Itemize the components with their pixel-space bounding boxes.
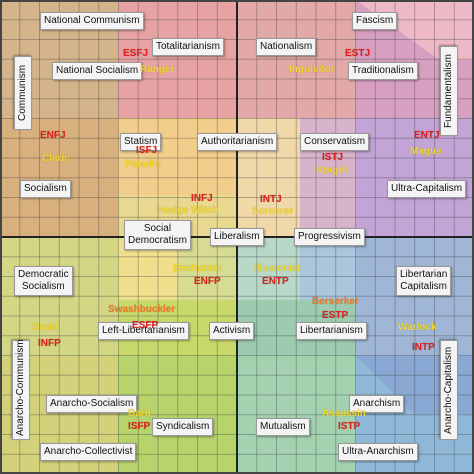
personality-type-tag: ISTJ	[322, 152, 344, 163]
personality-type-tag: ISFJ	[136, 145, 158, 156]
ideology-label: Ultra-Anarchism	[338, 443, 418, 461]
personality-type-tag: ESTP	[322, 310, 349, 321]
ideology-label: Communism	[14, 56, 32, 130]
ideology-label: Syndicalism	[152, 418, 214, 436]
personality-type-tag: ESFJ	[123, 48, 149, 59]
personality-type-tag: Druid	[32, 322, 59, 333]
ideology-label: National Socialism	[52, 62, 143, 80]
personality-type-tag: Swashbuckler	[108, 304, 176, 315]
region-12	[118, 237, 178, 300]
ideology-label: Fascism	[352, 12, 398, 30]
ideology-label: Libertarianism	[296, 322, 367, 340]
ideology-label: Progressivism	[294, 228, 365, 246]
region-21	[237, 356, 356, 474]
personality-type-tag: ENTP	[262, 276, 289, 287]
ideology-label: National Communism	[40, 12, 144, 30]
ideology-label: Anarcho-Communism	[12, 339, 30, 440]
personality-type-tag: Assassin	[322, 408, 366, 419]
ideology-label: Left-Libertarianism	[98, 322, 189, 340]
ideology-label: Democratic Socialism	[14, 266, 73, 296]
personality-type-tag: Cleric	[42, 153, 70, 164]
personality-type-tag: Paladin	[125, 159, 161, 170]
ideology-label: Authoritarianism	[197, 133, 278, 151]
personality-type-tag: ISTP	[338, 421, 361, 432]
ideology-label: Statism	[120, 133, 162, 151]
region-16	[300, 237, 356, 300]
region-5	[0, 118, 118, 237]
personality-type-tag: ENTJ	[414, 130, 440, 141]
personality-type-tag: Illusionist	[254, 263, 301, 274]
ideology-label: Anarchism	[349, 395, 405, 413]
personality-type-tag: Bard	[128, 408, 151, 419]
ideology-label: Totalitarianism	[152, 38, 224, 56]
ideology-label: Libertarian Capitalism	[396, 266, 452, 296]
personality-type-tag: Inquisitor	[289, 64, 335, 75]
ideology-label: Anarcho-Collectivist	[40, 443, 137, 461]
ideology-label: Activism	[209, 322, 255, 340]
ideology-label: Ultra-Capitalism	[387, 180, 467, 198]
personality-type-tag: Ranger	[140, 64, 175, 75]
personality-type-tag: Magus	[410, 146, 442, 157]
ideology-label: Social Democratism	[124, 220, 191, 250]
region-20	[118, 356, 237, 474]
region-2	[237, 0, 356, 118]
region-1	[118, 0, 237, 118]
region-13	[178, 237, 237, 300]
personality-type-tag: Sorcerer	[252, 206, 294, 217]
personality-type-tag: INFJ	[191, 193, 213, 204]
ideology-label: Traditionalism	[348, 62, 418, 80]
ideology-label: Nationalism	[256, 38, 317, 56]
ideology-label: Conservatism	[300, 133, 370, 151]
ideology-label: Socialism	[20, 180, 71, 198]
personality-type-tag: INTP	[412, 342, 435, 353]
personality-type-tag: ENFP	[194, 276, 221, 287]
personality-type-tag: Hedge Witch	[158, 205, 219, 216]
personality-type-tag: ESTJ	[345, 48, 371, 59]
personality-type-tag: ESFP	[132, 320, 159, 331]
ideology-label: Anarcho-Capitalism	[440, 340, 458, 440]
personality-type-tag: INFP	[38, 338, 61, 349]
region-10	[356, 118, 474, 237]
personality-type-tag: Berserker	[312, 296, 359, 307]
ideology-label: Mutualism	[256, 418, 310, 436]
personality-type-tag: ENFJ	[40, 130, 66, 141]
ideology-label: Liberalism	[210, 228, 264, 246]
ideology-label: Anarcho-Socialism	[46, 395, 138, 413]
personality-type-tag: Knight	[316, 165, 348, 176]
personality-type-tag: Enchanter	[173, 263, 222, 274]
personality-type-tag: Warlock	[398, 322, 437, 333]
region-15	[237, 237, 300, 300]
personality-type-tag: INTJ	[260, 194, 282, 205]
ideology-label: Fundamentalism	[440, 46, 458, 136]
personality-type-tag: ISFP	[128, 421, 151, 432]
